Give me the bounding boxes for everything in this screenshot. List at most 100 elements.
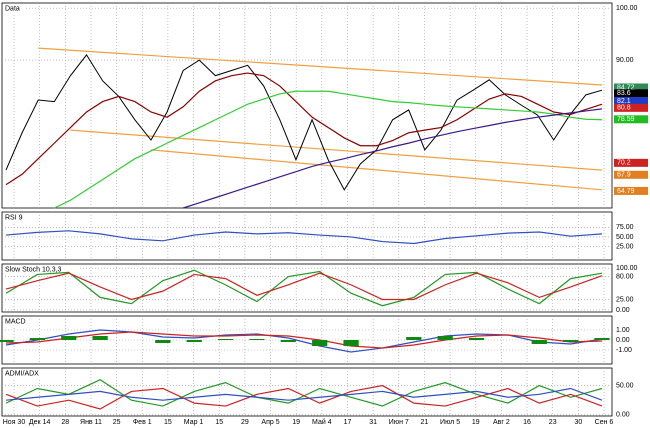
trend-line — [150, 149, 603, 191]
histogram-bar — [468, 338, 485, 340]
x-tick-label: Мар 1 — [184, 419, 204, 426]
series-line — [5, 331, 603, 349]
price-tag — [614, 186, 648, 195]
panel-title: Slow Stoch 10,3,3 — [5, 266, 62, 273]
x-tick-label: 29 — [241, 419, 249, 426]
price-tag-label: 82.1 — [617, 98, 631, 105]
panel-title: RSI 9 — [5, 214, 23, 221]
histogram-bar — [343, 340, 359, 346]
panel — [1, 263, 613, 313]
panel-title: ADMI/ADX — [5, 370, 39, 377]
x-tick-label: Май 4 — [312, 418, 332, 426]
y-tick-label: 0.00 — [616, 337, 630, 344]
series-line — [5, 54, 603, 191]
histogram-bar — [437, 336, 453, 340]
panel — [1, 2, 613, 209]
histogram-bar — [280, 340, 296, 342]
y-tick-label: 1.00 — [616, 327, 630, 334]
x-tick-label: Янв 11 — [80, 419, 102, 426]
histogram-bar — [155, 340, 171, 343]
series-line — [54, 90, 603, 209]
histogram-bar — [594, 338, 610, 340]
y-tick-label: 50.00 — [616, 234, 634, 241]
x-tick-label: Авг 2 — [493, 419, 510, 426]
panel — [1, 367, 613, 417]
y-tick-label: 0.00 — [616, 307, 630, 314]
panel-title-bg — [3, 317, 25, 326]
x-tick-label: 28 — [61, 419, 69, 426]
histogram-bar — [406, 337, 422, 340]
price-tag — [614, 103, 648, 112]
x-tick-label: 15 — [164, 419, 172, 426]
y-tick-label: -1.00 — [616, 347, 632, 354]
x-tick-label: Ноя 30 — [3, 419, 26, 426]
panel-title-bg — [3, 265, 81, 274]
price-tag-label: 80.8 — [617, 105, 631, 112]
histogram-bar — [217, 339, 234, 340]
x-tick-label: Июл 5 — [440, 419, 460, 426]
price-tag-label: 64.79 — [617, 188, 635, 195]
x-tick-label: 19 — [472, 419, 480, 426]
histogram-bar — [563, 340, 579, 342]
x-tick-label: 23 — [549, 419, 557, 426]
series-line — [5, 269, 603, 307]
y-tick-label: 100.00 — [616, 265, 638, 272]
price-tag — [614, 115, 648, 124]
panel-title: MACD — [5, 318, 26, 325]
histogram-bar — [186, 340, 202, 342]
series-line — [5, 384, 603, 410]
series-line — [5, 272, 603, 301]
histogram-bar — [0, 340, 14, 342]
x-tick-label: 31 — [369, 419, 377, 426]
y-tick-label: 80.00 — [616, 273, 634, 280]
x-tick-label: Дек 14 — [29, 419, 51, 426]
panel-title-bg — [3, 213, 29, 222]
price-tag — [614, 89, 648, 98]
price-tag-label: 83.6 — [617, 90, 631, 97]
y-tick-label: 50.00 — [616, 382, 634, 389]
price-tag — [614, 158, 648, 167]
histogram-bar — [61, 336, 77, 340]
x-tick-label: Сен 6 — [595, 419, 614, 426]
x-tick-label: Фев 1 — [133, 419, 152, 426]
trend-line — [38, 47, 603, 86]
histogram-bar — [531, 340, 547, 344]
y-tick-label: 0.00 — [616, 412, 630, 419]
panel-title-bg — [3, 369, 42, 378]
y-tick-label: 75.00 — [616, 224, 634, 231]
price-tag — [614, 170, 648, 179]
price-tag — [614, 97, 648, 106]
histogram-bar — [92, 336, 108, 340]
x-tick-label: 19 — [292, 419, 300, 426]
series-line — [5, 72, 603, 186]
price-tag-label: 84.72 — [617, 84, 635, 91]
histogram-bar — [249, 339, 265, 340]
x-tick-label: 17 — [344, 419, 352, 426]
x-tick-label: Июн 7 — [389, 419, 409, 426]
price-tag-label: 67.9 — [617, 172, 631, 179]
y-tick-label: 25.00 — [616, 243, 634, 250]
panel — [1, 211, 613, 261]
histogram-bar — [312, 340, 328, 346]
price-tag-label: 70.2 — [617, 160, 631, 167]
price-tag — [614, 83, 648, 92]
x-tick-label: 21 — [421, 419, 429, 426]
y-tick-label: 100.00 — [616, 5, 638, 12]
x-tick-label: 30 — [574, 419, 582, 426]
series-line — [5, 387, 603, 401]
price-tag-label: 78.59 — [617, 116, 635, 123]
x-tick-label: Апр 5 — [261, 419, 279, 426]
panel-title: Data — [5, 5, 20, 12]
y-tick-label: 25.00 — [616, 296, 634, 303]
trend-line — [70, 129, 603, 171]
histogram-bar — [29, 338, 45, 340]
x-tick-label: 25 — [113, 419, 121, 426]
x-tick-label: 15 — [215, 419, 223, 426]
x-tick-label: 16 — [523, 419, 531, 426]
panel-title-bg — [3, 4, 25, 13]
series-line — [183, 108, 603, 209]
series-line — [5, 230, 603, 245]
